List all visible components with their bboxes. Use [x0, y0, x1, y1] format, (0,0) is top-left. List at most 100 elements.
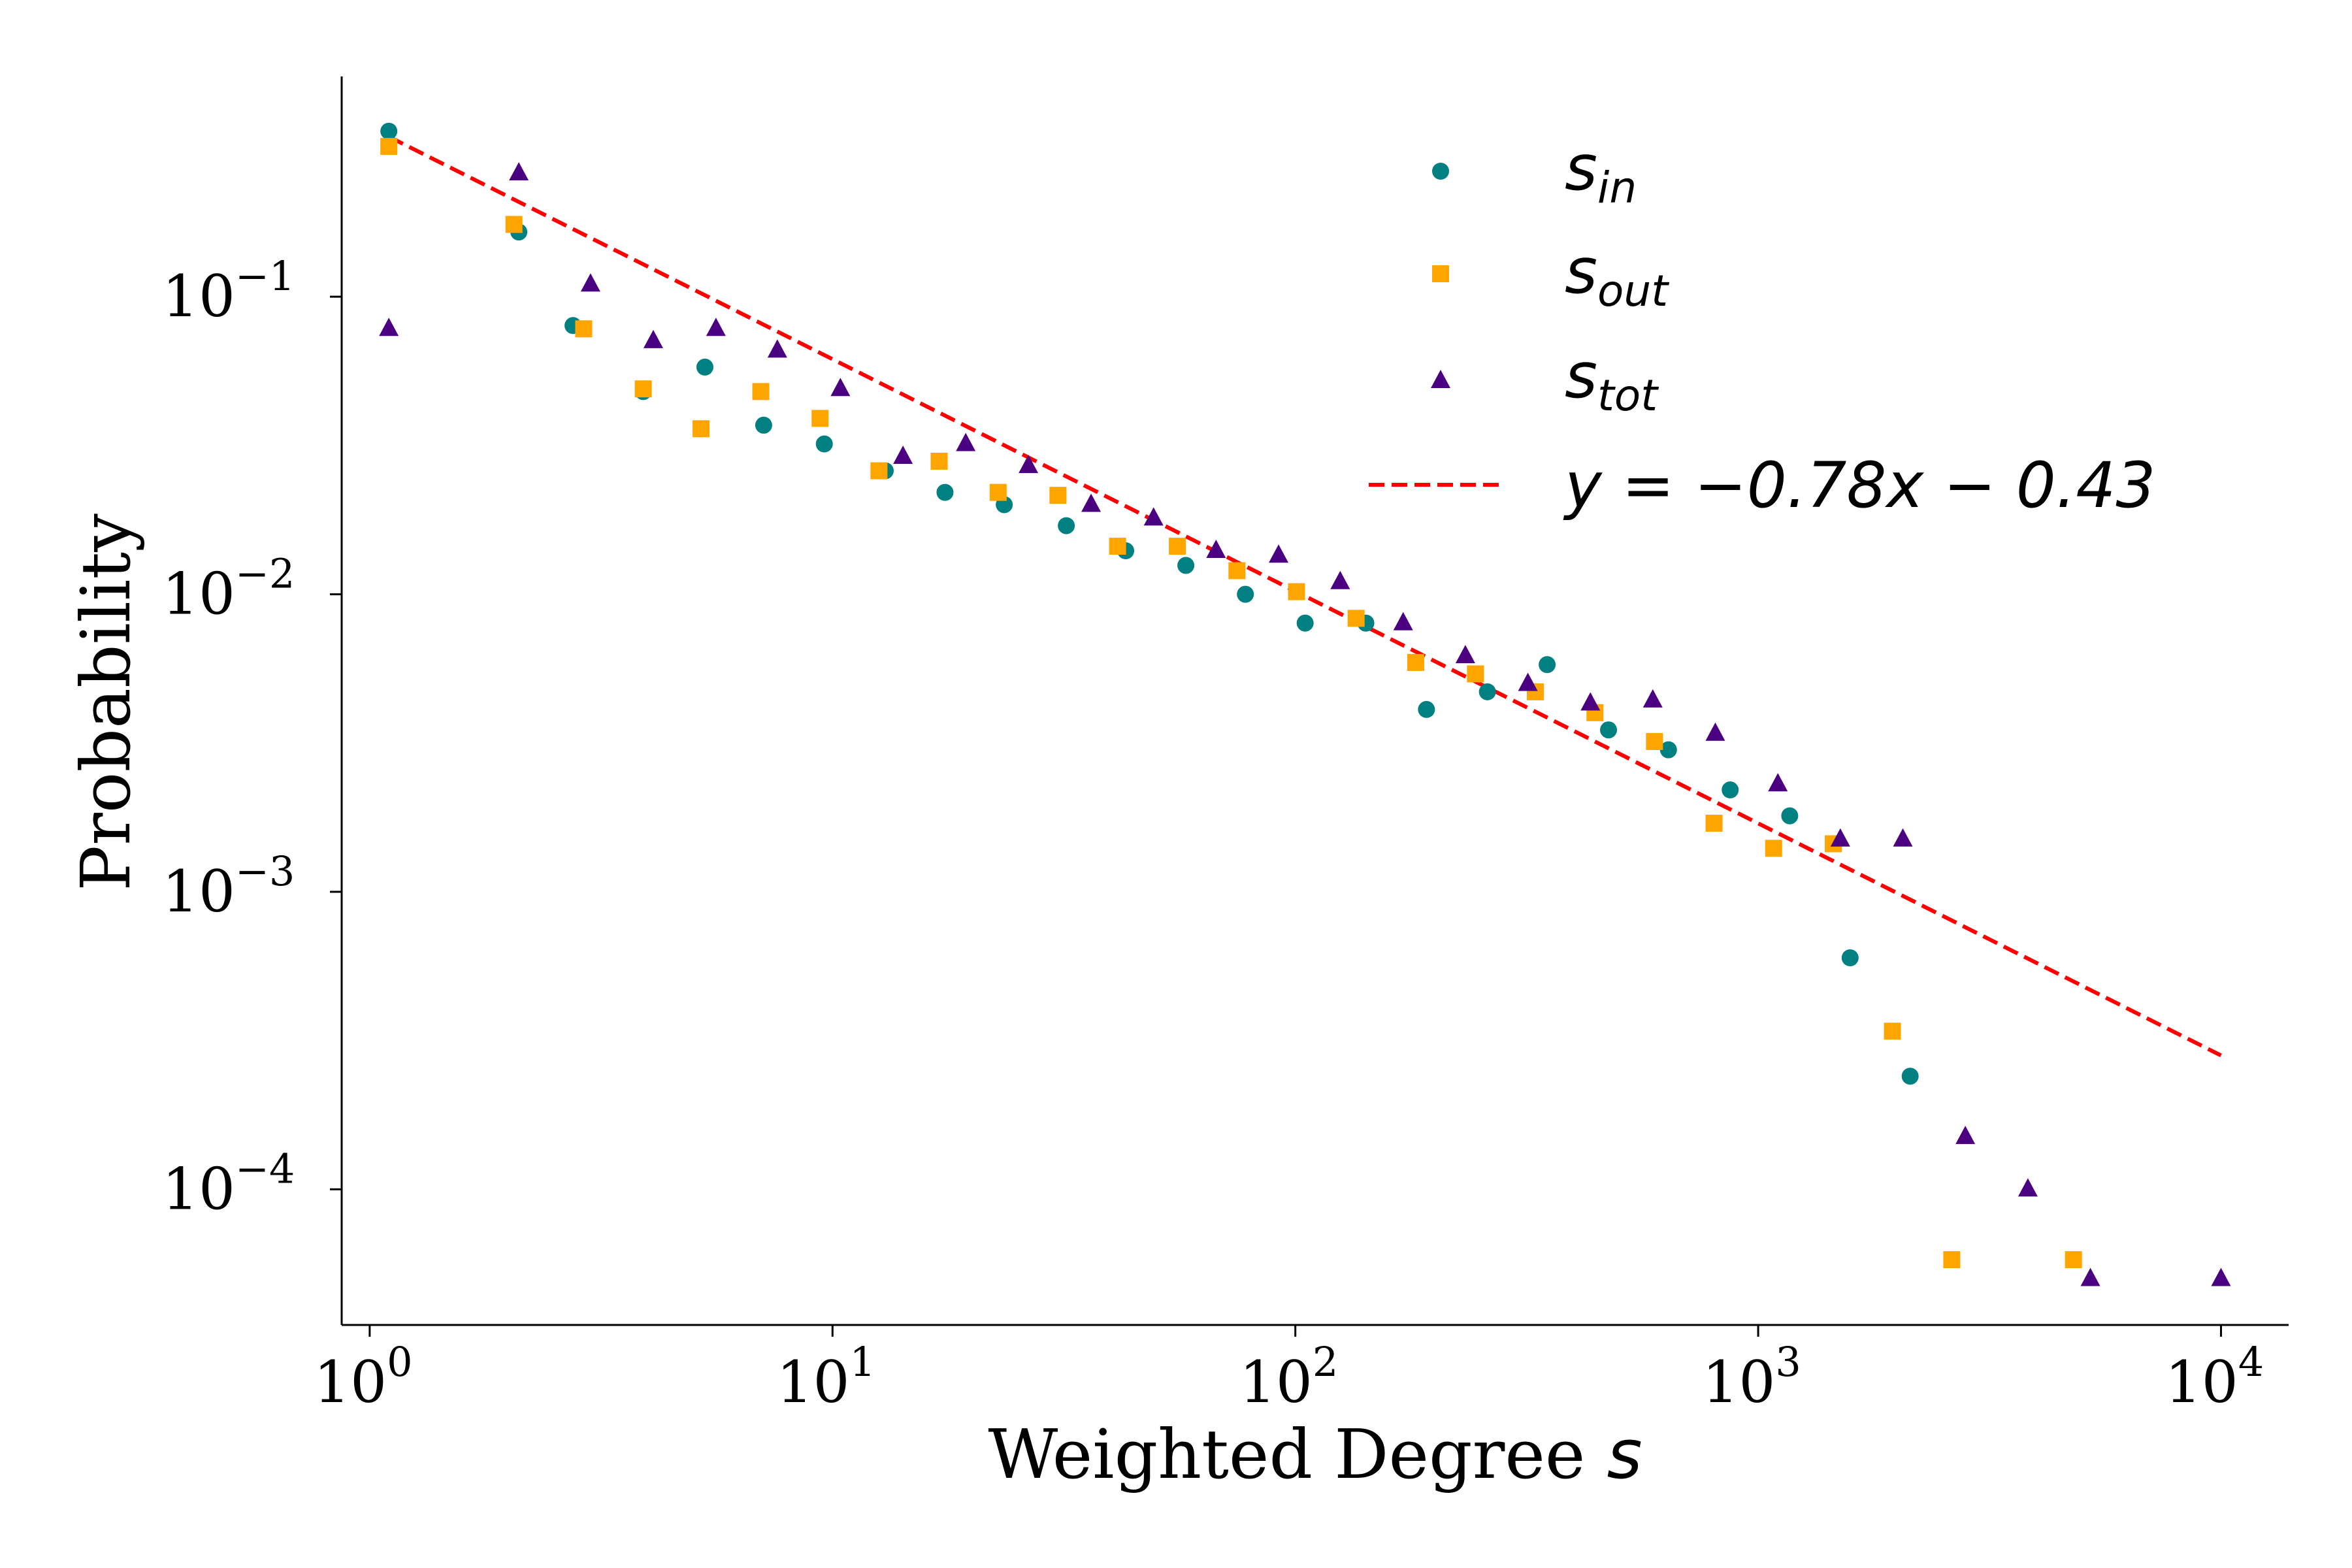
legend-label-sout-base: s	[1565, 235, 1597, 308]
x-axis-title: Weighted Degree s	[988, 1414, 1642, 1494]
y-tick-label-exp-2: −3	[235, 847, 295, 895]
legend-marker-sout	[1432, 265, 1449, 282]
point-stot-13	[1269, 544, 1289, 563]
point-stot-0	[379, 318, 399, 336]
point-sin-19	[1600, 721, 1618, 739]
point-stot-3	[643, 329, 663, 348]
point-sout-26	[2065, 1251, 2082, 1269]
point-sin-24	[1901, 1068, 1919, 1085]
point-sout-1	[505, 216, 523, 233]
point-sin-5	[755, 416, 772, 434]
y-tick-label-base-3: 10	[162, 1155, 235, 1222]
point-sout-20	[1646, 732, 1663, 750]
point-sout-10	[1049, 487, 1067, 504]
point-stot-2	[580, 273, 600, 292]
point-sout-22	[1765, 840, 1782, 857]
point-sin-13	[1237, 585, 1254, 603]
point-sout-4	[693, 420, 710, 438]
point-stot-8	[956, 433, 976, 451]
point-sin-14	[1296, 614, 1314, 632]
point-stot-20	[1705, 722, 1725, 741]
x-tick-label-base-2: 10	[1239, 1348, 1313, 1416]
legend-label-stot-sub: tot	[1597, 370, 1659, 421]
y-tick-label-base-0: 10	[162, 263, 235, 330]
point-stot-15	[1393, 612, 1413, 630]
point-sin-16	[1418, 700, 1435, 718]
legend: sin sout stot y = −0.78x − 0.43	[1369, 131, 2156, 522]
legend-label-sin-base: s	[1565, 131, 1597, 204]
x-axis-title-var: s	[1607, 1414, 1642, 1494]
y-tick-label-2: 10−3	[162, 847, 295, 925]
point-sout-9	[989, 483, 1007, 501]
y-tick-label-base-1: 10	[162, 561, 235, 628]
point-sin-6	[815, 435, 833, 453]
x-ticks: 100 101 102 103 104	[314, 1325, 2264, 1416]
point-sin-22	[1781, 807, 1799, 825]
point-stot-10	[1081, 493, 1102, 512]
point-sin-17	[1478, 683, 1496, 700]
y-tick-label-exp-3: −4	[235, 1145, 295, 1192]
point-stot-18	[1580, 692, 1601, 711]
x-tick-label-1: 101	[777, 1338, 875, 1416]
x-tick-label-exp-1: 1	[850, 1338, 875, 1386]
point-stot-25	[2017, 1178, 2038, 1197]
point-sout-24	[1884, 1022, 1901, 1040]
point-stot-9	[1019, 455, 1039, 474]
x-tick-label-base-0: 10	[314, 1348, 387, 1416]
y-axis-title: Probability	[66, 514, 146, 891]
x-tick-label-base-4: 10	[2165, 1348, 2238, 1416]
point-stot-27	[2211, 1267, 2231, 1286]
legend-label-stot: stot	[1565, 339, 1659, 421]
point-stot-4	[706, 318, 726, 336]
x-tick-label-base-1: 10	[777, 1348, 850, 1416]
point-sout-0	[380, 138, 398, 155]
y-tick-label-base-2: 10	[162, 858, 235, 925]
point-stot-21	[1768, 773, 1788, 792]
legend-label-fit: y = −0.78x − 0.43	[1563, 449, 2156, 522]
point-sout-21	[1705, 815, 1723, 832]
point-stot-5	[767, 339, 787, 358]
point-stot-26	[2080, 1267, 2100, 1286]
point-sout-11	[1109, 538, 1126, 555]
point-stot-24	[1955, 1126, 1976, 1145]
x-tick-label-exp-0: 0	[387, 1338, 412, 1386]
point-sout-15	[1347, 610, 1365, 627]
point-sin-8	[936, 483, 954, 501]
point-sout-2	[575, 320, 593, 338]
point-stot-14	[1330, 570, 1350, 589]
legend-marker-sin	[1432, 163, 1449, 180]
point-sin-20	[1659, 741, 1677, 759]
point-stot-22	[1830, 828, 1850, 847]
legend-marker-stot	[1431, 370, 1450, 388]
y-ticks: 10−110−210−310−4	[162, 252, 342, 1222]
point-sin-0	[380, 122, 398, 140]
point-sout-12	[1169, 538, 1186, 555]
point-sin-10	[1058, 517, 1075, 534]
point-stot-17	[1518, 672, 1538, 691]
point-stot-16	[1455, 645, 1475, 664]
legend-label-sin-sub: in	[1597, 163, 1637, 213]
point-sin-21	[1722, 781, 1739, 799]
point-stot-12	[1206, 540, 1226, 559]
point-sout-7	[870, 462, 888, 480]
series-s-out	[380, 138, 2082, 1269]
point-sout-8	[930, 452, 948, 470]
legend-label-sout: sout	[1565, 235, 1669, 316]
legend-label-stot-base: s	[1565, 339, 1597, 412]
x-tick-label-4: 104	[2165, 1338, 2264, 1416]
point-sin-18	[1539, 656, 1556, 674]
series-s-tot	[379, 162, 2231, 1286]
point-stot-6	[830, 378, 851, 397]
point-sout-6	[811, 410, 829, 427]
x-tick-label-3: 103	[1702, 1338, 1801, 1416]
point-sout-13	[1228, 562, 1246, 580]
point-sout-25	[1943, 1251, 1961, 1269]
point-stot-19	[1642, 689, 1663, 708]
y-tick-label-1: 10−2	[162, 550, 295, 628]
point-sout-5	[752, 383, 770, 400]
legend-label-sin: sin	[1565, 131, 1637, 213]
x-tick-label-exp-4: 4	[2238, 1338, 2264, 1386]
y-tick-label-3: 10−4	[162, 1145, 295, 1222]
point-sout-3	[634, 380, 652, 398]
